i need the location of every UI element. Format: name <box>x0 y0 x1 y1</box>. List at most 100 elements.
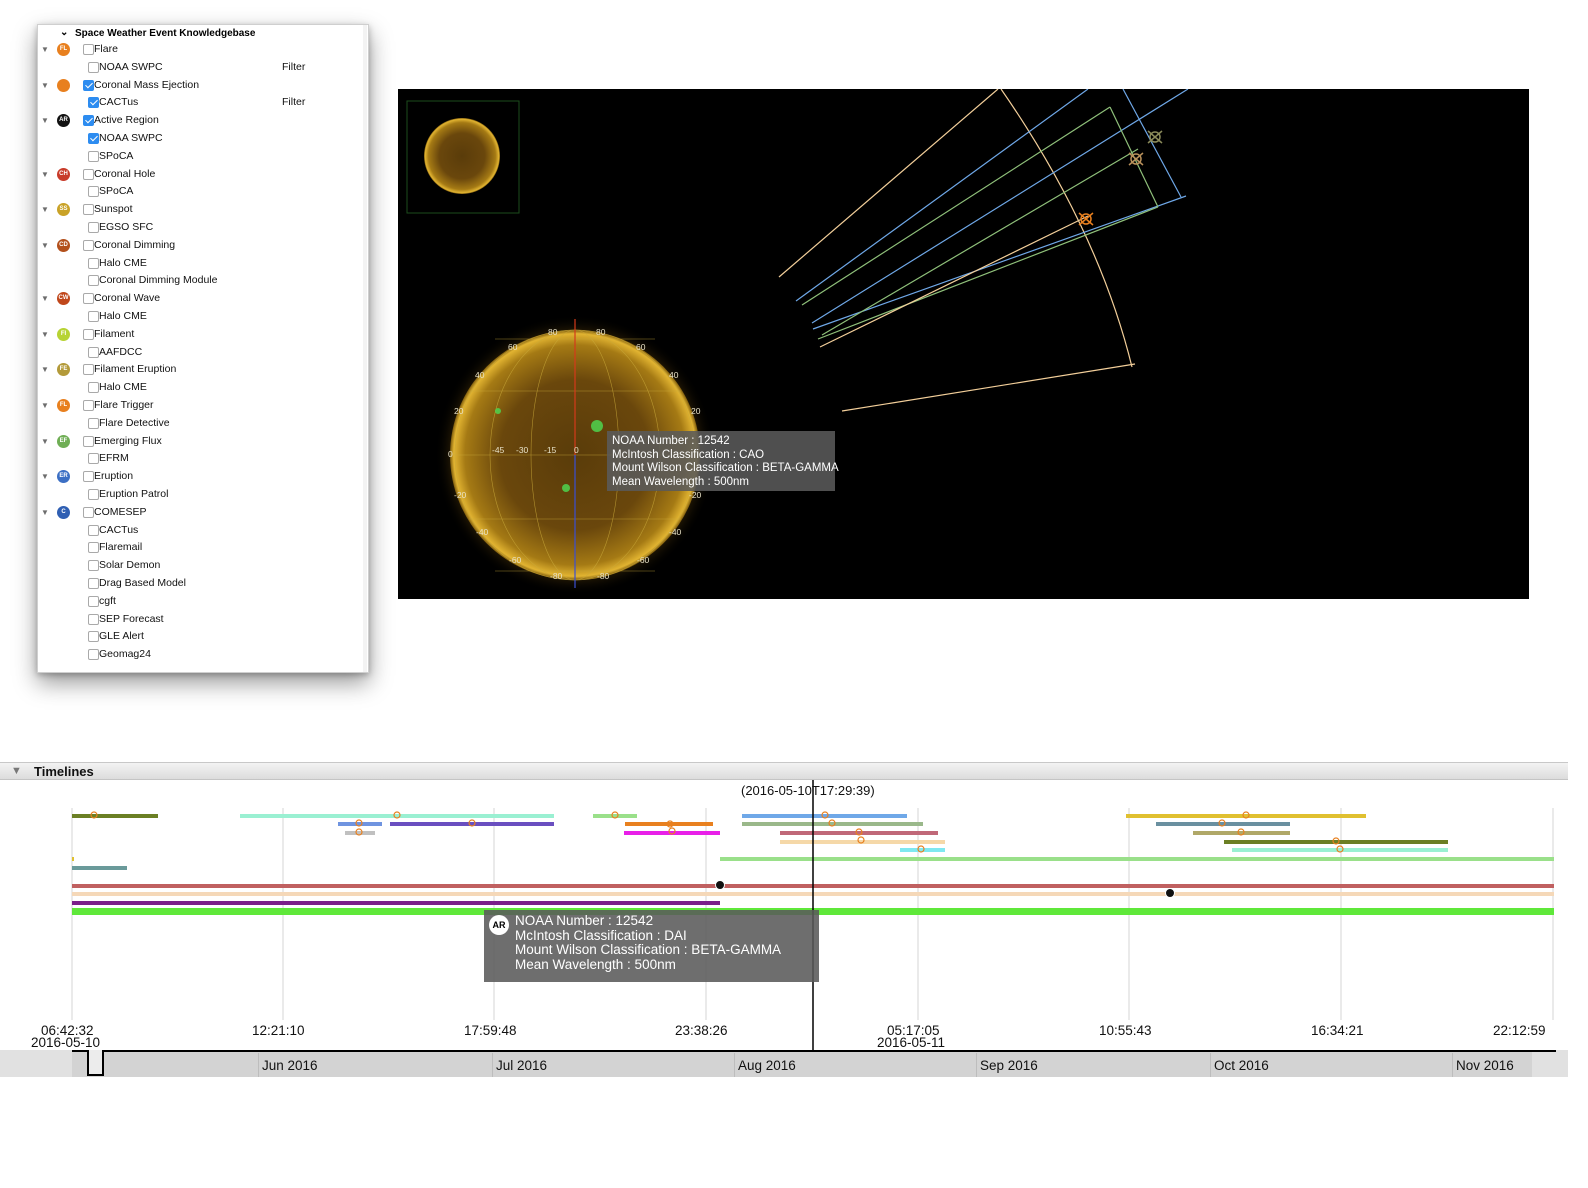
layer-checkbox[interactable] <box>88 275 99 287</box>
layer-checkbox[interactable] <box>83 79 94 91</box>
active-region-marker[interactable] <box>591 420 603 432</box>
timeline-overview-scrollbar[interactable]: Jun 2016 Jul 2016 Aug 2016 Sep 2016 Oct … <box>0 1050 1568 1077</box>
event-bar[interactable] <box>1126 814 1366 818</box>
active-region-icon[interactable] <box>1165 888 1175 898</box>
event-bar[interactable] <box>72 857 74 861</box>
chevron-down-icon[interactable]: ▼ <box>11 765 22 777</box>
layer-checkbox[interactable] <box>88 595 99 607</box>
event-type-row[interactable]: ▼ FL Flare Trigger <box>38 397 368 414</box>
layer-checkbox[interactable] <box>83 168 94 180</box>
layer-checkbox[interactable] <box>88 133 99 144</box>
event-bar[interactable] <box>742 822 923 826</box>
event-source-row[interactable]: CACTus <box>38 522 368 539</box>
layer-checkbox[interactable] <box>88 560 99 572</box>
layer-checkbox[interactable] <box>83 364 94 376</box>
disclosure-triangle-icon[interactable]: ▼ <box>41 240 49 250</box>
event-bar[interactable] <box>780 840 945 844</box>
cme-icons[interactable] <box>90 811 1344 853</box>
chevron-down-icon[interactable]: ⌄ <box>60 27 69 38</box>
layer-checkbox[interactable] <box>88 489 99 500</box>
disclosure-triangle-icon[interactable]: ▼ <box>41 436 49 446</box>
event-bar[interactable] <box>338 822 382 826</box>
layer-checkbox[interactable] <box>83 400 94 411</box>
disclosure-triangle-icon[interactable]: ▼ <box>41 80 49 90</box>
event-source-row[interactable]: AAFDCC <box>38 344 368 361</box>
event-source-row[interactable]: Flaremail <box>38 539 368 556</box>
event-bar[interactable] <box>624 831 720 835</box>
event-bar[interactable] <box>390 822 554 826</box>
event-type-row[interactable]: ▼ CD Coronal Dimming <box>38 237 368 254</box>
layer-checkbox[interactable] <box>88 311 99 322</box>
layer-checkbox[interactable] <box>88 382 99 394</box>
event-source-row[interactable]: SEP Forecast <box>38 611 368 628</box>
layer-checkbox[interactable] <box>88 222 99 233</box>
layer-checkbox[interactable] <box>83 204 94 216</box>
event-bar[interactable] <box>240 814 554 818</box>
layer-checkbox[interactable] <box>83 239 94 251</box>
event-type-row[interactable]: ▼ FL Flare <box>38 41 368 58</box>
layer-checkbox[interactable] <box>88 578 99 589</box>
layer-checkbox[interactable] <box>83 44 94 55</box>
sun-view-canvas[interactable]: 80 80 60 60 40 40 20 20 0 -45 -30 -15 0 … <box>398 89 1529 599</box>
filter-button[interactable]: Filter <box>282 60 306 73</box>
layer-checkbox[interactable] <box>88 417 99 429</box>
event-bar[interactable] <box>1193 831 1290 835</box>
overview-range-handle[interactable] <box>87 1050 104 1076</box>
active-region-marker[interactable] <box>562 484 570 492</box>
disclosure-triangle-icon[interactable]: ▼ <box>41 116 49 126</box>
layer-checkbox[interactable] <box>88 346 99 358</box>
layer-checkbox[interactable] <box>88 97 99 109</box>
event-source-row[interactable]: Geomag24 <box>38 646 368 663</box>
event-source-row[interactable]: cgft <box>38 593 368 610</box>
event-type-row[interactable]: ▼ EF Emerging Flux <box>38 433 368 450</box>
event-bar[interactable] <box>742 814 907 818</box>
knowledgebase-header[interactable]: ⌄ Space Weather Event Knowledgebase <box>38 25 368 41</box>
disclosure-triangle-icon[interactable]: ▼ <box>41 365 49 375</box>
active-region-icon[interactable] <box>715 880 725 890</box>
sun-view[interactable]: 80 80 60 60 40 40 20 20 0 -45 -30 -15 0 … <box>398 89 1529 599</box>
layer-checkbox[interactable] <box>83 115 94 127</box>
event-source-row[interactable]: EFRM <box>38 450 368 467</box>
disclosure-triangle-icon[interactable]: ▼ <box>41 45 49 54</box>
event-type-row[interactable]: ▼ FE Filament Eruption <box>38 361 368 378</box>
event-bar[interactable] <box>1224 840 1448 844</box>
event-type-row[interactable]: ▼ C COMESEP <box>38 504 368 521</box>
layer-checkbox[interactable] <box>88 61 99 73</box>
event-bar[interactable] <box>720 857 1554 861</box>
cme-icon[interactable] <box>1147 130 1163 144</box>
layer-checkbox[interactable] <box>83 471 94 483</box>
event-bar[interactable] <box>72 901 720 905</box>
event-bar[interactable] <box>780 831 938 835</box>
disclosure-triangle-icon[interactable]: ▼ <box>41 472 49 482</box>
layer-checkbox[interactable] <box>88 150 99 162</box>
event-type-row[interactable]: ▼ AR Active Region <box>38 112 368 129</box>
event-source-row[interactable]: SPoCA <box>38 183 368 200</box>
event-source-row[interactable]: Halo CME <box>38 308 368 325</box>
event-type-row[interactable]: ▼ CH Coronal Hole <box>38 166 368 183</box>
event-bar[interactable] <box>1232 848 1448 852</box>
layer-checkbox[interactable] <box>83 328 94 340</box>
event-source-row[interactable]: Eruption Patrol <box>38 486 368 503</box>
event-source-row[interactable]: NOAA SWPC <box>38 130 368 147</box>
disclosure-triangle-icon[interactable]: ▼ <box>41 401 49 410</box>
event-source-row[interactable]: GLE Alert <box>38 628 368 645</box>
event-source-row[interactable]: CACTus Filter <box>38 94 368 111</box>
layer-checkbox[interactable] <box>88 631 99 643</box>
layer-checkbox[interactable] <box>88 186 99 198</box>
scrollbar[interactable] <box>363 25 367 672</box>
event-bar[interactable] <box>72 866 127 870</box>
event-source-row[interactable]: EGSO SFC <box>38 219 368 236</box>
event-source-row[interactable]: SPoCA <box>38 148 368 165</box>
layer-checkbox[interactable] <box>83 293 94 305</box>
overview-track[interactable] <box>72 1050 1532 1077</box>
layer-checkbox[interactable] <box>83 435 94 447</box>
event-source-row[interactable]: Flare Detective <box>38 415 368 432</box>
layer-checkbox[interactable] <box>88 542 99 554</box>
event-source-row[interactable]: Halo CME <box>38 379 368 396</box>
timelines-header[interactable]: ▼ Timelines <box>0 762 1568 780</box>
event-source-row[interactable]: Halo CME <box>38 255 368 272</box>
event-source-row[interactable]: Drag Based Model <box>38 575 368 592</box>
layer-checkbox[interactable] <box>88 257 99 269</box>
layer-checkbox[interactable] <box>88 649 99 661</box>
event-bar[interactable] <box>593 814 637 818</box>
